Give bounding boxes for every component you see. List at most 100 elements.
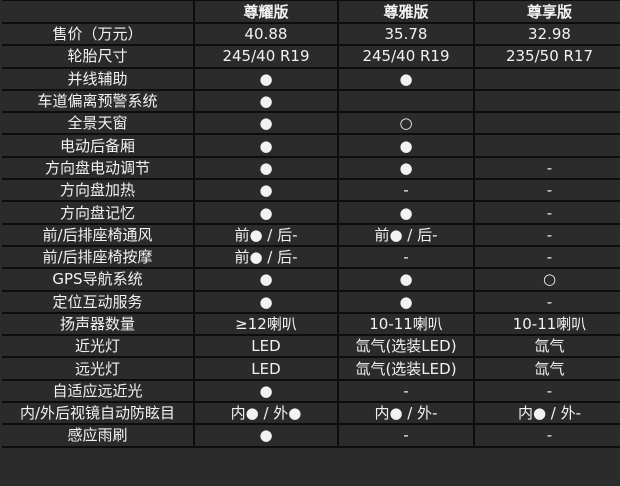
row-label: 近光灯 [2, 334, 195, 359]
cell-value: - [337, 423, 475, 448]
table-row: GPS导航系统 ● ● ○ [2, 267, 620, 292]
cell-value: - [473, 155, 620, 181]
table-row: 前/后排座椅按摩 前● / 后- - - [2, 244, 620, 270]
spec-comparison-table: 尊耀版 尊雅版 尊享版 售价（万元） 40.88 35.78 32.98 轮胎尺寸 245… [2, 0, 620, 448]
table-row: 感应雨刷 ● - - [2, 423, 620, 448]
cell-value: 前● / 后- [193, 244, 339, 270]
row-label: 方向盘记忆 [2, 200, 195, 225]
cell-value: 氙气(选装LED) [337, 334, 475, 359]
cell-value: - [337, 378, 475, 404]
table-row: 远光灯 LED 氙气(选装LED) 氙气 [2, 356, 620, 381]
row-label: 方向盘加热 [2, 178, 195, 203]
table-row: 方向盘记忆 ● ● - [2, 200, 620, 225]
row-label: 内/外后视镜自动防眩目 [2, 401, 195, 426]
table-row: 定位互动服务 ● ● - [2, 289, 620, 314]
cell-value: - [337, 178, 475, 203]
header-trim-1: 尊耀版 [193, 0, 339, 24]
cell-value: 氙气(选装LED) [337, 356, 475, 381]
cell-value: ● [337, 66, 475, 91]
table-row: 车道偏离预警系统 ● [2, 88, 620, 114]
cell-value: 前● / 后- [337, 222, 475, 247]
cell-value: - [473, 423, 620, 448]
cell-value: 40.88 [193, 21, 339, 47]
cell-value: ● [337, 200, 475, 225]
cell-value [473, 88, 620, 114]
table-row: 自适应远近光 ● - - [2, 378, 620, 404]
cell-value: ● [193, 289, 339, 314]
header-trim-3: 尊享版 [473, 0, 620, 24]
cell-value: ● [193, 111, 339, 136]
row-label: 自适应远近光 [2, 378, 195, 404]
cell-value: 氙气 [473, 334, 620, 359]
cell-value: - [473, 378, 620, 404]
cell-value: LED [193, 334, 339, 359]
header-trim-2: 尊雅版 [337, 0, 475, 24]
cell-value: ≥12喇叭 [193, 311, 339, 337]
cell-value: - [337, 244, 475, 270]
cell-value: 前● / 后- [193, 222, 339, 247]
cell-value: ● [193, 133, 339, 158]
cell-value: - [473, 222, 620, 247]
cell-value [473, 111, 620, 136]
cell-value: - [473, 178, 620, 203]
cell-value: LED [193, 356, 339, 381]
table-row: 并线辅助 ● ● [2, 66, 620, 91]
cell-value: ● [193, 423, 339, 448]
cell-value: - [473, 289, 620, 314]
cell-value [337, 88, 475, 114]
cell-value: ● [337, 267, 475, 292]
row-label: 售价（万元） [2, 21, 195, 47]
table-row: 前/后排座椅通风 前● / 后- 前● / 后- - [2, 222, 620, 247]
row-label: 感应雨刷 [2, 423, 195, 448]
row-label: 前/后排座椅通风 [2, 222, 195, 247]
cell-value: ● [193, 155, 339, 181]
cell-value: 内● / 外● [193, 401, 339, 426]
cell-value: ● [337, 133, 475, 158]
header-row: 尊耀版 尊雅版 尊享版 [2, 0, 620, 24]
cell-value: 245/40 R19 [193, 44, 339, 69]
row-label: GPS导航系统 [2, 267, 195, 292]
table-row: 轮胎尺寸 245/40 R19 245/40 R19 235/50 R17 [2, 44, 620, 69]
table-row: 电动后备厢 ● ● [2, 133, 620, 158]
row-label: 扬声器数量 [2, 311, 195, 337]
cell-value: ● [337, 155, 475, 181]
cell-value: 内● / 外- [473, 401, 620, 426]
table-row: 内/外后视镜自动防眩目 内● / 外● 内● / 外- 内● / 外- [2, 401, 620, 426]
table-row: 售价（万元） 40.88 35.78 32.98 [2, 21, 620, 47]
row-label: 电动后备厢 [2, 133, 195, 158]
cell-value: 10-11喇叭 [473, 311, 620, 337]
row-label: 前/后排座椅按摩 [2, 244, 195, 270]
cell-value: 35.78 [337, 21, 475, 47]
row-label: 车道偏离预警系统 [2, 88, 195, 114]
cell-value: - [473, 200, 620, 225]
table-row: 近光灯 LED 氙气(选装LED) 氙气 [2, 334, 620, 359]
cell-value: 内● / 外- [337, 401, 475, 426]
cell-value: ● [193, 178, 339, 203]
cell-value: ● [193, 88, 339, 114]
table-row: 扬声器数量 ≥12喇叭 10-11喇叭 10-11喇叭 [2, 311, 620, 337]
cell-value: 氙气 [473, 356, 620, 381]
cell-value: ○ [473, 267, 620, 292]
row-label: 定位互动服务 [2, 289, 195, 314]
cell-value: ● [193, 200, 339, 225]
row-label: 轮胎尺寸 [2, 44, 195, 69]
row-label: 全景天窗 [2, 111, 195, 136]
table-row: 方向盘加热 ● - - [2, 178, 620, 203]
row-label: 方向盘电动调节 [2, 155, 195, 181]
cell-value: ● [337, 289, 475, 314]
cell-value: 235/50 R17 [473, 44, 620, 69]
cell-value [473, 133, 620, 158]
cell-value: ● [193, 66, 339, 91]
row-label: 并线辅助 [2, 66, 195, 91]
cell-value: 10-11喇叭 [337, 311, 475, 337]
cell-value [473, 66, 620, 91]
cell-value: - [473, 244, 620, 270]
row-label: 远光灯 [2, 356, 195, 381]
header-corner [2, 0, 195, 24]
table-row: 全景天窗 ● ○ [2, 111, 620, 136]
cell-value: ○ [337, 111, 475, 136]
cell-value: 245/40 R19 [337, 44, 475, 69]
cell-value: ● [193, 267, 339, 292]
table-row: 方向盘电动调节 ● ● - [2, 155, 620, 181]
cell-value: ● [193, 378, 339, 404]
